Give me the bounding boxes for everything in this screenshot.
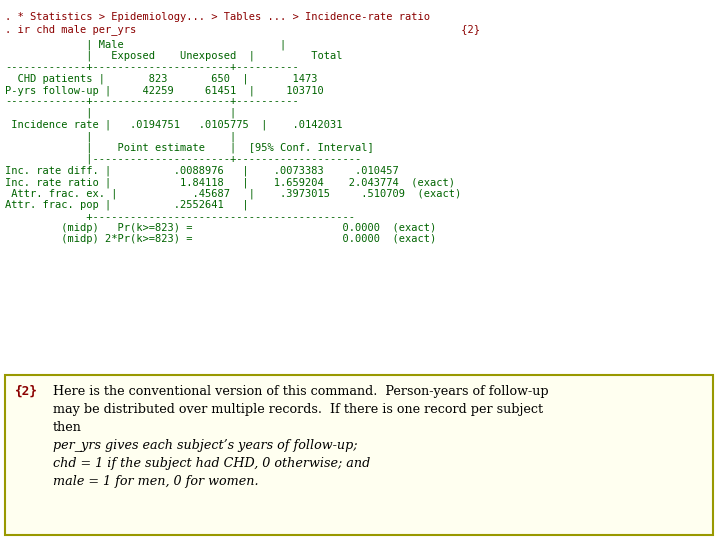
Text: {2}: {2} xyxy=(15,385,38,398)
Text: . ir chd male per_yrs                                                    {2}: . ir chd male per_yrs {2} xyxy=(5,24,480,35)
Text: |                      |: | | xyxy=(5,131,236,141)
Text: Incidence rate |   .0194751   .0105775  |    .0142031: Incidence rate | .0194751 .0105775 | .01… xyxy=(5,119,343,130)
Text: |----------------------+--------------------: |----------------------+----------------… xyxy=(5,154,361,165)
Text: |   Exposed    Unexposed  |         Total: | Exposed Unexposed | Total xyxy=(5,51,343,61)
Text: per_yrs gives each subject’s years of follow-up;: per_yrs gives each subject’s years of fo… xyxy=(53,439,358,452)
Text: P-yrs follow-up |     42259     61451  |     103710: P-yrs follow-up | 42259 61451 | 103710 xyxy=(5,85,324,96)
Text: -------------+----------------------+----------: -------------+----------------------+---… xyxy=(5,97,299,106)
Text: male = 1 for men, 0 for women.: male = 1 for men, 0 for women. xyxy=(53,475,258,488)
Text: CHD patients |       823       650  |       1473: CHD patients | 823 650 | 1473 xyxy=(5,73,318,84)
Text: |                      |: | | xyxy=(5,108,236,118)
Text: Inc. rate ratio |           1.84118   |    1.659204    2.043774  (exact): Inc. rate ratio | 1.84118 | 1.659204 2.0… xyxy=(5,177,455,187)
Text: (midp) 2*Pr(k>=823) =                        0.0000  (exact): (midp) 2*Pr(k>=823) = 0.0000 (exact) xyxy=(5,234,436,245)
Text: then: then xyxy=(53,421,82,434)
Bar xyxy=(5,375,713,535)
Text: may be distributed over multiple records.  If there is one record per subject: may be distributed over multiple records… xyxy=(53,403,543,416)
Text: (midp)   Pr(k>=823) =                        0.0000  (exact): (midp) Pr(k>=823) = 0.0000 (exact) xyxy=(5,223,436,233)
Text: +------------------------------------------: +---------------------------------------… xyxy=(5,212,355,221)
Text: . * Statistics > Epidemiology... > Tables ... > Incidence-rate ratio: . * Statistics > Epidemiology... > Table… xyxy=(5,12,430,22)
Text: Attr. frac. ex. |            .45687   |    .3973015     .510709  (exact): Attr. frac. ex. | .45687 | .3973015 .510… xyxy=(5,188,462,199)
Text: chd = 1 if the subject had CHD, 0 otherwise; and: chd = 1 if the subject had CHD, 0 otherw… xyxy=(53,457,370,470)
Text: |    Point estimate    |  [95% Conf. Interval]: | Point estimate | [95% Conf. Interval] xyxy=(5,143,374,153)
Text: -------------+----------------------+----------: -------------+----------------------+---… xyxy=(5,62,299,72)
Text: | Male                         |: | Male | xyxy=(5,39,287,50)
Text: Inc. rate diff. |          .0088976   |    .0073383     .010457: Inc. rate diff. | .0088976 | .0073383 .0… xyxy=(5,165,399,176)
Text: Attr. frac. pop |          .2552641   |: Attr. frac. pop | .2552641 | xyxy=(5,200,248,211)
Text: Here is the conventional version of this command.  Person-years of follow-up: Here is the conventional version of this… xyxy=(53,385,549,398)
